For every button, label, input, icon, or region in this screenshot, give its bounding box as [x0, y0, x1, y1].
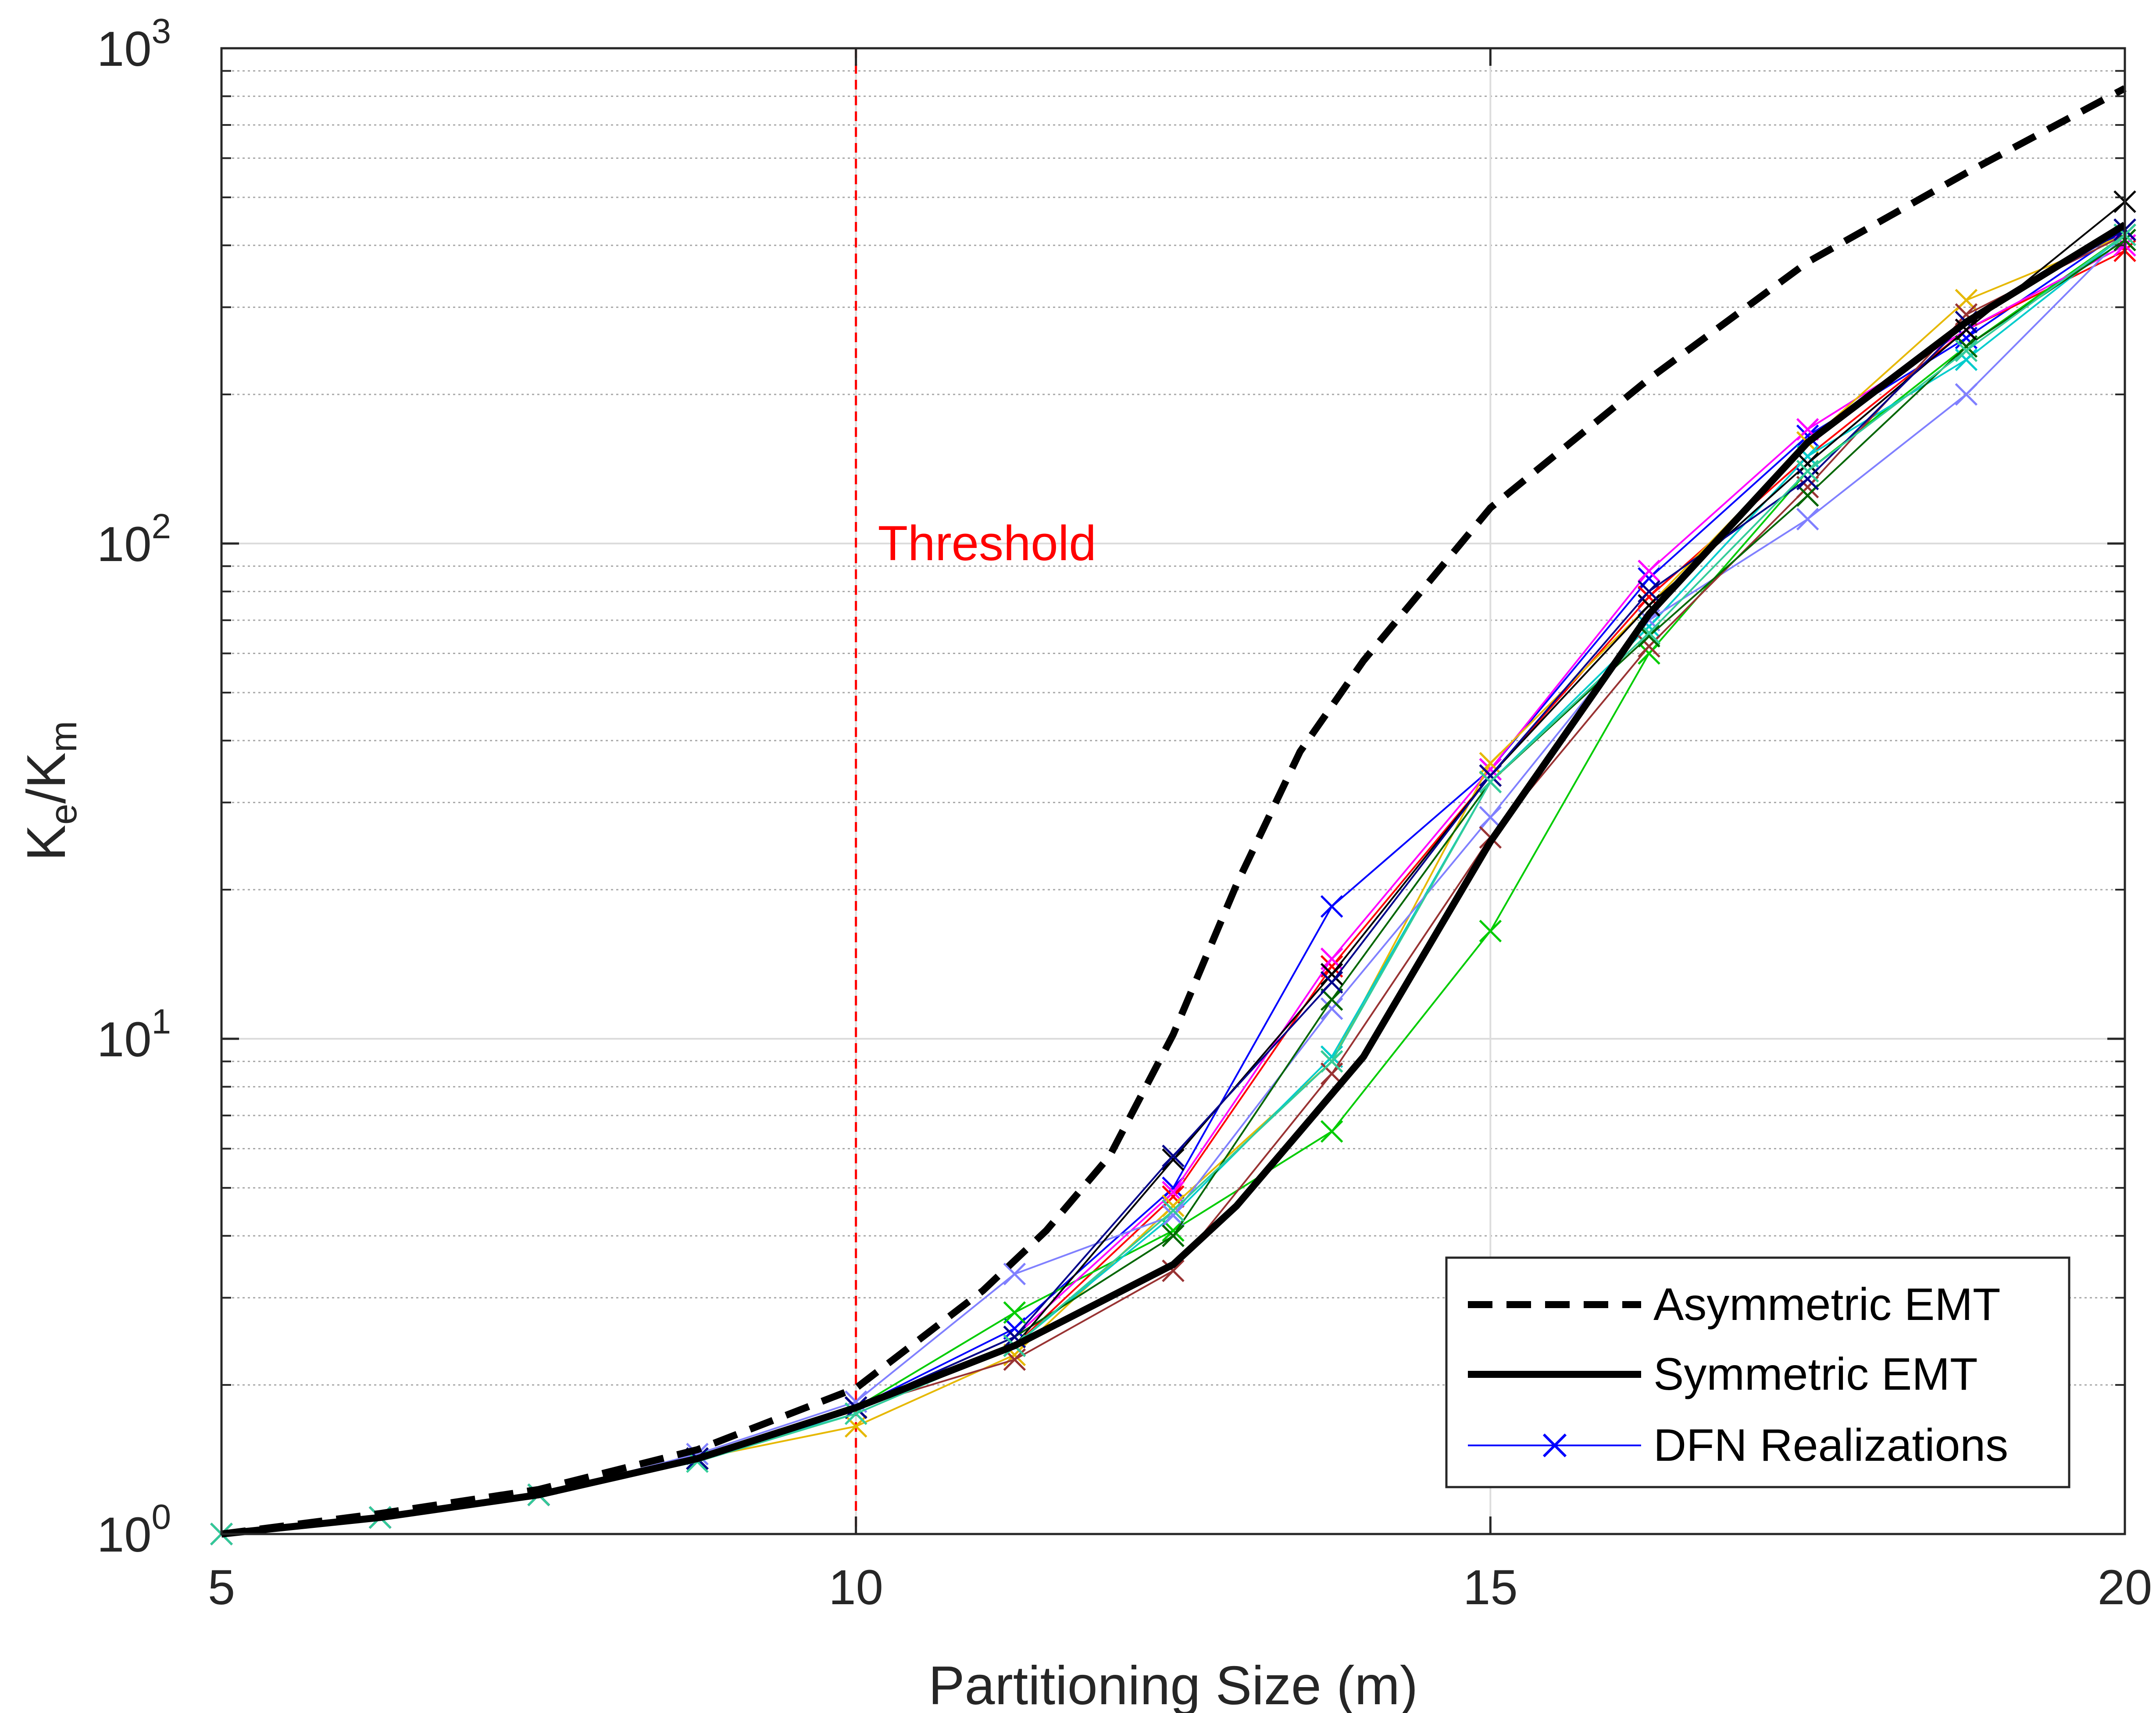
y-tick-label-exponent: 2	[152, 507, 171, 546]
symmetric-emt-line	[221, 222, 2127, 1538]
asymmetric-emt-line	[221, 85, 2127, 1538]
y-tick-label-base: 10	[97, 21, 152, 76]
x-tick-label: 20	[2098, 1560, 2152, 1615]
dfn-marker	[1479, 806, 1502, 829]
dfn-marker	[1162, 1199, 1185, 1222]
dfn-marker	[1796, 476, 1819, 499]
x-axis-title: Partitioning Size (m)	[928, 1656, 1418, 1713]
y-tick-label-exponent: 0	[152, 1497, 171, 1536]
plot-frame	[220, 47, 2126, 1535]
y-tick-label: 103	[97, 11, 171, 76]
y-tick-label: 102	[97, 507, 171, 572]
y-tick-label-exponent: 3	[152, 11, 171, 50]
dfn-marker	[1162, 1204, 1185, 1227]
dfn-marker	[1796, 460, 1819, 483]
legend-label-dfn: DFN Realizations	[1653, 1420, 2008, 1471]
y-tick-label-base: 10	[97, 1507, 152, 1562]
dfn-marker	[1003, 1262, 1026, 1285]
dfn-marker	[1320, 988, 1343, 1011]
dfn-marker	[1955, 335, 1978, 358]
dfn-marker	[1162, 1194, 1185, 1217]
legend: Asymmetric EMT Symmetric EMT DFN Realiza…	[1445, 1256, 2070, 1488]
dfn-marker	[1796, 484, 1819, 507]
series-emt-1	[221, 222, 2127, 1538]
series-group	[210, 85, 2136, 1545]
dfn-marker	[1162, 1148, 1185, 1171]
dfn-marker	[1955, 339, 1978, 362]
dfn-marker	[1003, 1317, 1026, 1340]
dfn-marker	[1320, 895, 1343, 918]
dfn-marker	[1796, 424, 1819, 447]
y-tick-label-base: 10	[97, 1012, 152, 1067]
dfn-marker	[1479, 752, 1502, 775]
dfn-marker	[1162, 1224, 1185, 1248]
dfn-marker	[1479, 770, 1502, 794]
x-tick-label: 5	[208, 1560, 235, 1615]
dfn-marker	[1320, 1050, 1343, 1073]
threshold-label: Threshold	[878, 516, 1096, 571]
y-tick-label: 101	[97, 1002, 171, 1067]
y-axis-title-main: K	[16, 825, 77, 861]
legend-label-asymmetric: Asymmetric EMT	[1653, 1279, 2001, 1330]
y-tick-label: 100	[97, 1497, 171, 1562]
y-tick-label-base: 10	[97, 517, 152, 572]
dfn-marker	[1320, 971, 1343, 994]
dfn-marker	[1796, 468, 1819, 490]
legend-swatch-dfn-marker	[1542, 1433, 1567, 1458]
y-axis-title-sub1: e	[43, 804, 85, 825]
dfn-marker	[1162, 1144, 1185, 1167]
x-tick-label: 10	[828, 1560, 883, 1615]
dfn-marker	[1003, 1301, 1026, 1324]
dfn-marker	[1638, 642, 1660, 665]
dfn-marker	[1320, 997, 1343, 1020]
y-axis-title: Ke/Km	[16, 721, 85, 861]
dfn-marker	[1320, 1120, 1343, 1143]
dfn-marker	[1955, 318, 1978, 341]
ticks	[220, 47, 2126, 1535]
dfn-marker	[1162, 1259, 1185, 1282]
x-tick-label: 15	[1463, 1560, 1518, 1615]
y-tick-label-exponent: 1	[152, 1002, 171, 1041]
series-emt-0	[221, 85, 2127, 1538]
dfn-marker	[1320, 963, 1343, 986]
legend-label-symmetric: Symmetric EMT	[1653, 1349, 1978, 1400]
threshold-annotation: Threshold	[855, 48, 1096, 1534]
dfn-marker	[1479, 764, 1502, 787]
dfn-marker	[1479, 919, 1502, 943]
dfn-marker	[1638, 580, 1660, 603]
dfn-marker	[1955, 383, 1978, 406]
y-axis-title-sep: /K	[16, 752, 77, 804]
y-axis-title-sub2: m	[43, 721, 85, 752]
dfn-marker	[1796, 508, 1819, 531]
dfn-marker	[1638, 559, 1660, 583]
